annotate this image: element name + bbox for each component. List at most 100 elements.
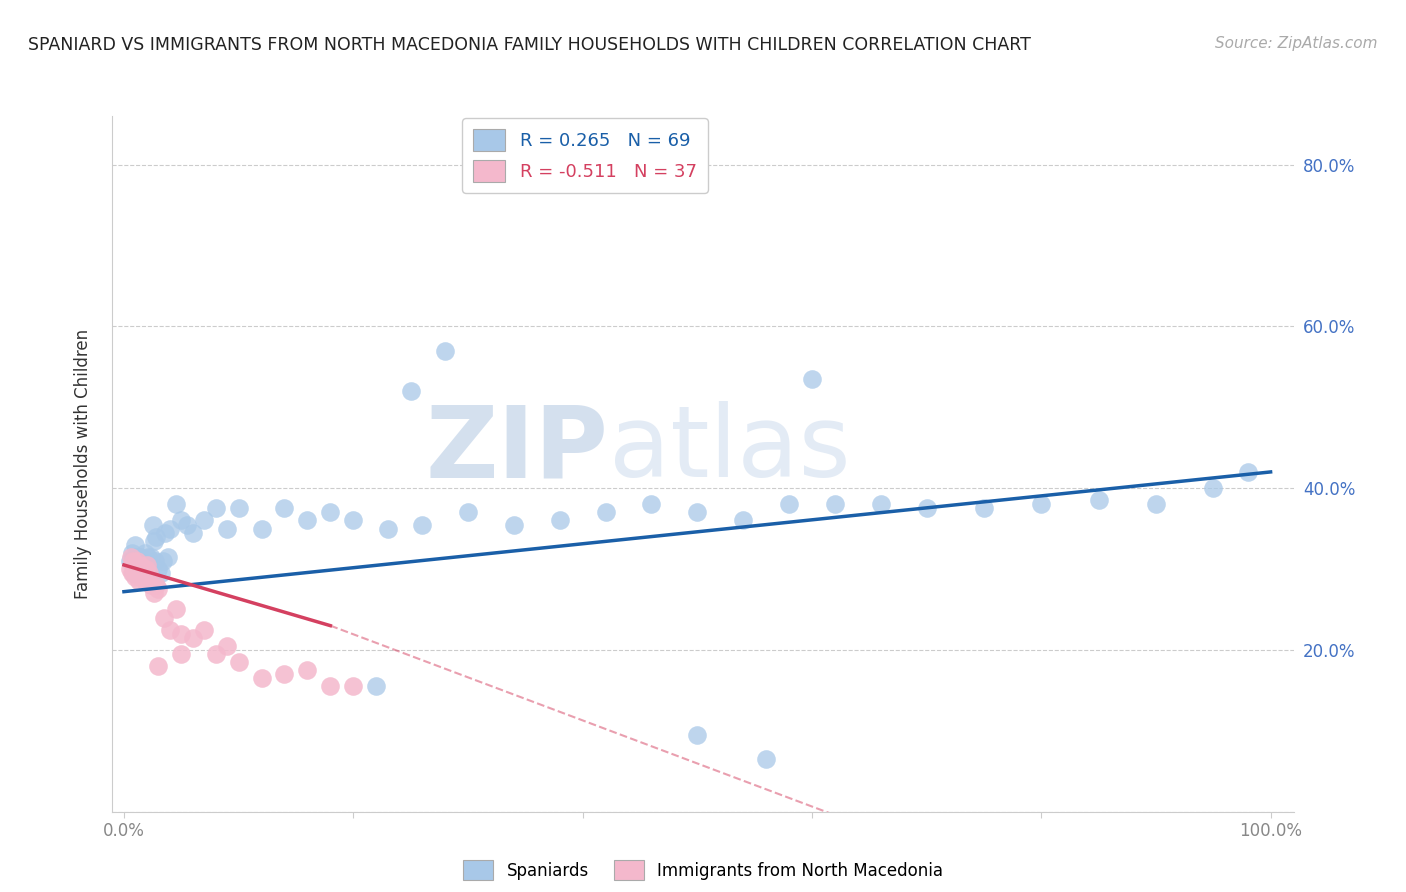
Point [135, 562, 157, 576]
Point [319, 505, 342, 519]
Y-axis label: Family Households with Children: Family Households with Children [73, 329, 91, 599]
Point [134, 574, 156, 589]
Point [181, 631, 204, 645]
Point [138, 566, 160, 580]
Point [411, 517, 433, 532]
Point [124, 562, 146, 576]
Point [121, 546, 143, 560]
Point [434, 343, 457, 358]
Point [273, 667, 295, 681]
Point [125, 554, 148, 568]
Point [118, 554, 141, 568]
Point [129, 570, 152, 584]
Point [1202, 481, 1225, 495]
Point [148, 582, 170, 597]
Point [149, 566, 172, 580]
Point [869, 497, 891, 511]
Point [217, 639, 239, 653]
Point [135, 554, 157, 568]
Point [136, 549, 159, 564]
Point [250, 522, 273, 536]
Point [800, 372, 823, 386]
Point [204, 647, 226, 661]
Point [148, 562, 170, 576]
Point [342, 679, 364, 693]
Point [250, 671, 273, 685]
Point [755, 752, 778, 766]
Point [778, 497, 800, 511]
Point [228, 501, 250, 516]
Point [319, 679, 342, 693]
Point [228, 655, 250, 669]
Point [128, 562, 150, 576]
Point [122, 562, 145, 576]
Point [193, 623, 215, 637]
Point [124, 538, 146, 552]
Text: ZIP: ZIP [426, 401, 609, 499]
Point [142, 517, 165, 532]
Point [129, 549, 152, 564]
Point [139, 562, 162, 576]
Point [399, 384, 422, 398]
Point [217, 522, 239, 536]
Point [124, 570, 146, 584]
Point [170, 513, 193, 527]
Point [165, 497, 187, 511]
Point [193, 513, 215, 527]
Point [915, 501, 938, 516]
Point [122, 554, 145, 568]
Point [297, 513, 319, 527]
Point [165, 602, 187, 616]
Point [141, 549, 163, 564]
Point [1144, 497, 1167, 511]
Point [159, 522, 181, 536]
Point [342, 513, 364, 527]
Point [156, 549, 179, 564]
Point [131, 566, 153, 580]
Point [1236, 465, 1258, 479]
Point [125, 554, 148, 568]
Point [129, 554, 152, 568]
Point [1087, 493, 1109, 508]
Point [142, 586, 165, 600]
Point [502, 517, 524, 532]
Point [132, 558, 155, 572]
Point [143, 554, 166, 568]
Point [148, 659, 170, 673]
Point [128, 574, 150, 589]
Text: atlas: atlas [609, 401, 851, 499]
Text: Source: ZipAtlas.com: Source: ZipAtlas.com [1215, 36, 1378, 51]
Point [686, 505, 709, 519]
Point [121, 566, 143, 580]
Point [824, 497, 846, 511]
Point [125, 566, 148, 580]
Point [134, 546, 156, 560]
Point [457, 505, 479, 519]
Point [377, 522, 399, 536]
Point [297, 663, 319, 677]
Point [548, 513, 571, 527]
Point [135, 558, 157, 572]
Point [122, 549, 145, 564]
Text: SPANIARD VS IMMIGRANTS FROM NORTH MACEDONIA FAMILY HOUSEHOLDS WITH CHILDREN CORR: SPANIARD VS IMMIGRANTS FROM NORTH MACEDO… [28, 36, 1031, 54]
Point [153, 610, 176, 624]
Point [595, 505, 617, 519]
Point [273, 501, 295, 516]
Point [366, 679, 388, 693]
Point [152, 554, 174, 568]
Point [131, 554, 153, 568]
Point [155, 525, 177, 540]
Point [142, 533, 165, 548]
Point [127, 549, 149, 564]
Point [120, 549, 142, 564]
Point [135, 562, 157, 576]
Point [159, 623, 181, 637]
Point [138, 558, 160, 572]
Point [141, 578, 163, 592]
Point [129, 558, 152, 572]
Point [132, 562, 155, 576]
Point [170, 647, 193, 661]
Point [170, 626, 193, 640]
Point [181, 525, 204, 540]
Point [176, 517, 198, 532]
